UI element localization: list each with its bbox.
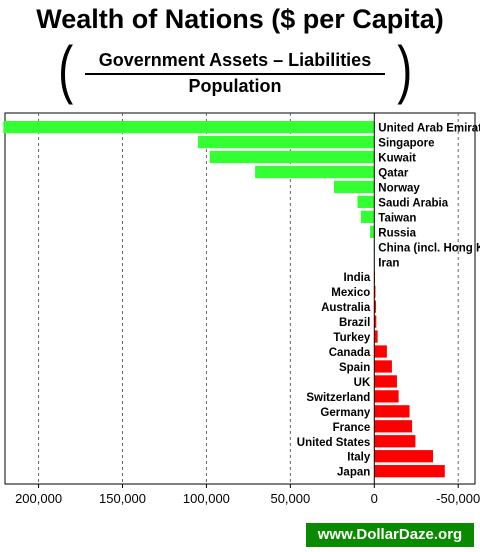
bar [374, 285, 376, 298]
bar [374, 390, 399, 403]
x-tick-label: 200,000 [15, 491, 62, 506]
category-label: Italy [347, 452, 371, 464]
watermark: www.DollarDaze.org [306, 523, 474, 547]
category-label: Japan [337, 467, 370, 479]
formula-denominator: Population [188, 76, 282, 96]
category-label: Singapore [378, 138, 434, 150]
category-label: Spain [339, 362, 370, 374]
bar [374, 420, 413, 433]
bar [374, 375, 397, 388]
x-tick-label: 100,000 [183, 491, 230, 506]
category-label: China (incl. Hong Kong) [378, 242, 480, 254]
bar [374, 465, 445, 478]
x-tick-label: 0 [371, 491, 378, 506]
category-label: Taiwan [378, 212, 416, 224]
bar [374, 360, 392, 373]
formula: ( Government Assets – Liabilities Popula… [55, 33, 415, 106]
category-label: Russia [378, 227, 416, 239]
category-label: Qatar [378, 168, 409, 180]
bar [360, 210, 375, 224]
bar [374, 435, 416, 448]
x-tick-label: 150,000 [99, 491, 146, 506]
category-label: Switzerland [306, 392, 370, 404]
bar [198, 135, 375, 149]
x-tick-label: 50,000 [270, 491, 310, 506]
category-label: United States [297, 437, 371, 449]
bar [209, 150, 375, 164]
bar [374, 405, 410, 418]
bar [374, 330, 378, 343]
category-label: Australia [321, 302, 371, 314]
category-label: Brazil [339, 317, 370, 329]
right-parenthesis: ) [396, 33, 412, 105]
x-tick-label: -50,000 [436, 491, 480, 506]
category-label: Iran [378, 257, 399, 269]
bar [334, 180, 375, 194]
bar [374, 315, 377, 328]
category-label: Kuwait [378, 153, 416, 165]
fraction-bar [85, 73, 385, 75]
bar [374, 345, 387, 358]
category-label: Mexico [331, 287, 370, 299]
category-label: Germany [320, 407, 370, 419]
category-label: United Arab Emirates [378, 123, 480, 135]
left-parenthesis: ( [58, 33, 74, 105]
category-label: Canada [329, 347, 371, 359]
bar [374, 450, 434, 463]
bar [374, 300, 376, 313]
bar [357, 195, 375, 209]
bar [255, 165, 375, 179]
category-label: Saudi Arabia [378, 197, 448, 209]
formula-numerator: Government Assets – Liabilities [98, 50, 372, 70]
chart-title: Wealth of Nations ($ per Capita) [36, 4, 444, 34]
plot-frame [4, 112, 476, 485]
category-label: UK [354, 377, 371, 389]
category-label: Turkey [333, 332, 370, 344]
bar [3, 121, 375, 134]
category-label: India [343, 272, 370, 284]
category-label: Norway [378, 182, 420, 194]
category-label: France [333, 422, 371, 434]
bar [370, 225, 375, 238]
